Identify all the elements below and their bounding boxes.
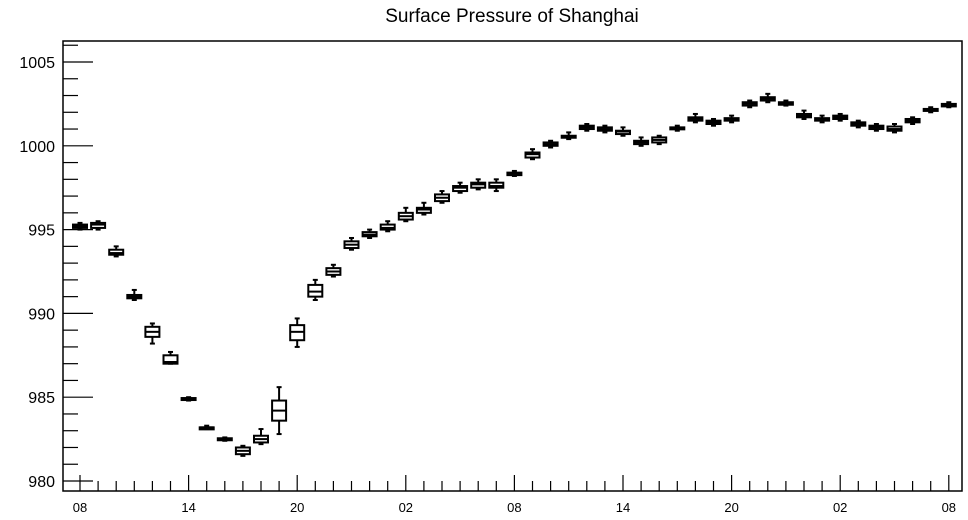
box-mark — [307, 278, 324, 301]
box-mark — [72, 221, 88, 231]
box-mark — [470, 178, 487, 191]
box-mark — [361, 228, 378, 239]
box-mark — [796, 109, 812, 120]
plot-border — [62, 40, 963, 492]
x-axis: 08 14 20 02 08 14 20 02 08 — [73, 475, 956, 515]
box-mark — [126, 288, 143, 301]
box-mark — [216, 436, 233, 442]
box-mark — [325, 263, 342, 278]
x-tick-label: 14 — [181, 500, 195, 515]
box-mark — [343, 236, 360, 251]
box-mark — [415, 201, 432, 216]
box-mark — [868, 123, 885, 132]
x-tick-label: 02 — [399, 500, 413, 515]
y-tick-label: 990 — [28, 306, 55, 323]
box-mark — [108, 245, 125, 258]
box-mark — [524, 148, 541, 161]
box-mark — [90, 220, 107, 231]
box-mark — [289, 317, 306, 348]
x-tick-label: 02 — [833, 500, 847, 515]
box-mark — [741, 99, 758, 109]
box-mark — [615, 126, 631, 137]
box-mark — [850, 119, 867, 129]
box-mark — [922, 106, 939, 114]
box-mark — [488, 178, 505, 193]
box-mark — [940, 101, 957, 109]
box-mark — [886, 123, 903, 134]
x-tick-label: 08 — [942, 500, 956, 515]
y-tick-label: 980 — [28, 474, 55, 491]
box-mark — [560, 131, 577, 141]
box-mark — [633, 136, 650, 147]
box-mark — [687, 112, 704, 124]
box-mark — [814, 114, 831, 124]
box-mark — [379, 220, 396, 233]
box-mark — [253, 428, 269, 446]
box-series — [72, 92, 957, 457]
box-mark — [397, 206, 414, 223]
x-tick-label: 08 — [507, 500, 521, 515]
box-mark — [578, 123, 595, 132]
box-mark — [723, 114, 740, 124]
box-mark — [452, 181, 469, 194]
box-mark — [180, 396, 197, 402]
y-tick-label: 1005 — [19, 55, 55, 72]
box-mark — [651, 134, 668, 146]
x-tick-label: 20 — [290, 500, 304, 515]
x-tick-label: 14 — [616, 500, 630, 515]
box-mark — [669, 124, 686, 132]
box-mark — [271, 386, 288, 436]
box-mark — [832, 112, 849, 122]
chart-title: Surface Pressure of Shanghai — [385, 6, 639, 27]
y-tick-label: 995 — [28, 223, 55, 240]
x-tick-label: 20 — [724, 500, 738, 515]
box-mark — [904, 116, 921, 126]
y-tick-label: 1000 — [19, 139, 55, 156]
y-axis: 980 985 990 995 1000 1005 — [19, 44, 93, 491]
box-mark — [596, 124, 613, 134]
box-mark — [434, 190, 450, 204]
box-mark — [542, 139, 559, 149]
box-mark — [705, 117, 722, 127]
plot-frame — [62, 40, 963, 492]
box-body — [162, 354, 179, 365]
box-mark — [162, 350, 179, 365]
box-mark — [506, 169, 523, 177]
y-tick-label: 985 — [28, 390, 55, 407]
box-mark — [198, 424, 215, 431]
box-mark — [234, 444, 251, 457]
x-tick-label: 08 — [73, 500, 87, 515]
box-mark — [759, 92, 776, 104]
box-mark — [144, 322, 161, 345]
box-mark — [777, 99, 794, 107]
